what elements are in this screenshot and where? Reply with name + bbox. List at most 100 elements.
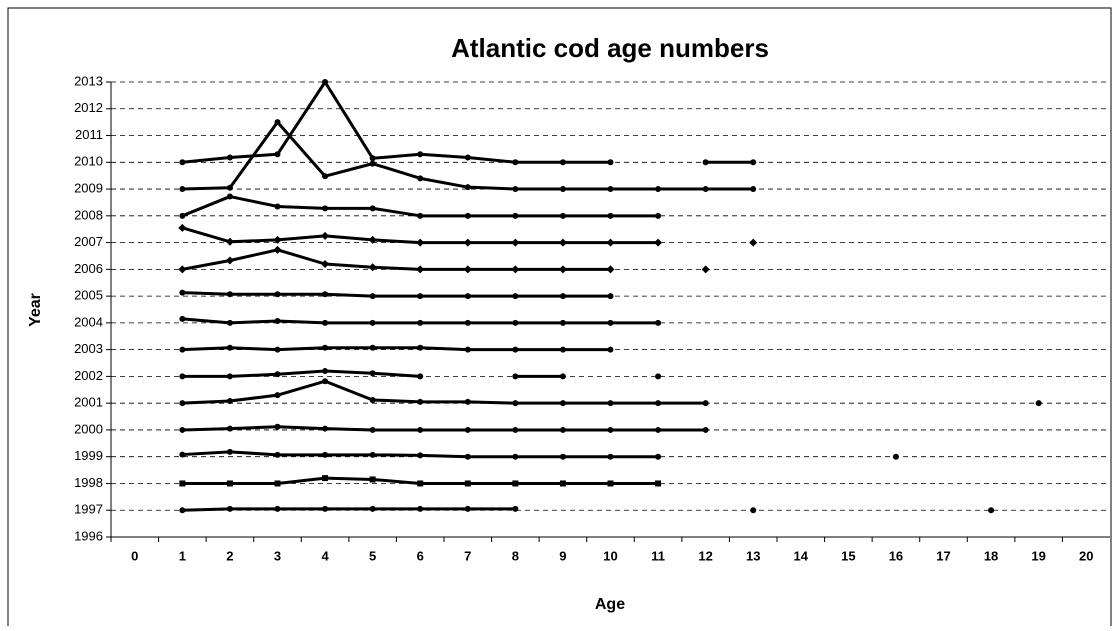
y-tick-label: 1999 bbox=[74, 448, 103, 463]
marker bbox=[559, 426, 566, 433]
marker bbox=[226, 505, 233, 512]
marker bbox=[322, 475, 329, 482]
marker bbox=[322, 173, 329, 180]
marker bbox=[321, 231, 330, 240]
marker bbox=[274, 203, 281, 210]
x-tick-label: 4 bbox=[321, 548, 329, 563]
marker bbox=[464, 212, 471, 219]
y-tick-label: 2009 bbox=[74, 180, 103, 195]
y-tick-label: 2004 bbox=[74, 314, 103, 329]
marker bbox=[179, 315, 186, 322]
marker bbox=[274, 291, 281, 298]
marker bbox=[559, 373, 566, 380]
marker bbox=[178, 223, 187, 232]
x-tick-label: 3 bbox=[274, 548, 281, 563]
marker bbox=[655, 373, 662, 380]
marker bbox=[702, 186, 709, 193]
marker bbox=[512, 505, 519, 512]
marker bbox=[607, 346, 614, 353]
y-tick-label: 2001 bbox=[74, 395, 103, 410]
marker bbox=[417, 426, 424, 433]
marker bbox=[369, 155, 376, 162]
marker bbox=[273, 245, 282, 254]
marker bbox=[274, 480, 281, 487]
marker bbox=[179, 186, 186, 193]
y-tick-label: 2006 bbox=[74, 261, 103, 276]
marker bbox=[179, 159, 186, 166]
marker bbox=[607, 480, 614, 487]
marker bbox=[179, 373, 186, 380]
marker bbox=[368, 263, 377, 272]
marker bbox=[274, 119, 281, 126]
marker bbox=[416, 238, 425, 247]
marker bbox=[179, 426, 186, 433]
y-tick-label: 1997 bbox=[74, 502, 103, 517]
marker bbox=[417, 151, 424, 158]
marker bbox=[512, 373, 519, 380]
x-tick-label: 15 bbox=[841, 548, 855, 563]
marker bbox=[417, 344, 424, 351]
marker bbox=[226, 291, 233, 298]
x-tick-label: 2 bbox=[226, 548, 233, 563]
marker bbox=[655, 186, 662, 193]
marker bbox=[322, 291, 329, 298]
x-tick-label: 10 bbox=[603, 548, 617, 563]
marker bbox=[464, 453, 471, 460]
marker bbox=[369, 426, 376, 433]
marker bbox=[463, 238, 472, 247]
marker bbox=[417, 373, 424, 380]
marker bbox=[226, 193, 233, 200]
y-tick-label: 2012 bbox=[74, 100, 103, 115]
marker bbox=[702, 400, 709, 407]
marker bbox=[274, 318, 281, 325]
x-tick-label: 0 bbox=[131, 548, 138, 563]
marker bbox=[559, 159, 566, 166]
marker bbox=[322, 344, 329, 351]
marker bbox=[322, 319, 329, 326]
marker bbox=[559, 346, 566, 353]
marker bbox=[464, 505, 471, 512]
marker bbox=[512, 212, 519, 219]
marker bbox=[274, 371, 281, 378]
y-tick-label: 2005 bbox=[74, 288, 103, 303]
marker bbox=[464, 346, 471, 353]
marker bbox=[226, 184, 233, 191]
marker bbox=[464, 319, 471, 326]
marker bbox=[511, 238, 520, 247]
y-tick-label: 1996 bbox=[74, 528, 103, 543]
marker bbox=[559, 480, 566, 487]
marker bbox=[655, 480, 662, 487]
marker bbox=[179, 400, 186, 407]
marker bbox=[892, 453, 899, 460]
marker bbox=[512, 453, 519, 460]
x-tick-label: 18 bbox=[984, 548, 998, 563]
marker bbox=[226, 373, 233, 380]
marker bbox=[702, 159, 709, 166]
x-tick-label: 16 bbox=[889, 548, 903, 563]
marker bbox=[274, 346, 281, 353]
marker bbox=[369, 396, 376, 403]
marker bbox=[226, 398, 233, 405]
marker bbox=[369, 205, 376, 212]
x-tick-label: 6 bbox=[417, 548, 424, 563]
marker bbox=[417, 175, 424, 182]
x-tick-label: 1 bbox=[179, 548, 186, 563]
marker bbox=[274, 505, 281, 512]
marker bbox=[607, 212, 614, 219]
marker bbox=[511, 265, 520, 274]
marker bbox=[417, 480, 424, 487]
marker bbox=[655, 212, 662, 219]
marker bbox=[701, 265, 710, 274]
x-tick-label: 11 bbox=[651, 548, 665, 563]
marker bbox=[179, 507, 186, 514]
marker bbox=[512, 400, 519, 407]
marker bbox=[225, 237, 234, 246]
marker bbox=[607, 319, 614, 326]
marker bbox=[226, 154, 233, 161]
marker bbox=[464, 293, 471, 300]
marker bbox=[606, 265, 615, 274]
marker bbox=[226, 425, 233, 432]
marker bbox=[559, 453, 566, 460]
y-tick-label: 2011 bbox=[75, 127, 103, 142]
marker bbox=[559, 400, 566, 407]
